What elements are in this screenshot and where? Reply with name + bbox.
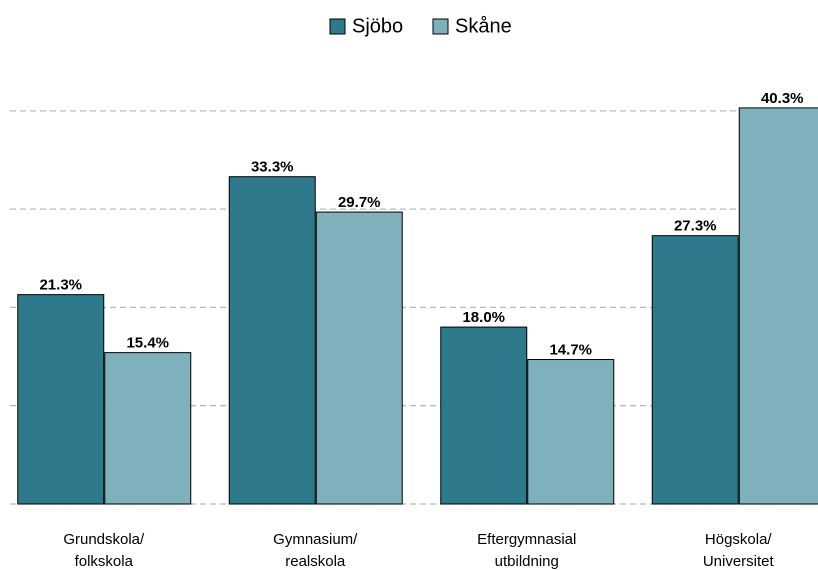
legend-swatch bbox=[329, 18, 346, 35]
x-tick-line: Grundskola/ bbox=[63, 531, 145, 548]
x-tick-line: folkskola bbox=[75, 553, 134, 570]
value-label: 18.0% bbox=[462, 309, 505, 326]
x-tick-line: Eftergymnasial bbox=[477, 531, 576, 548]
value-label: 27.3% bbox=[674, 218, 717, 235]
bar bbox=[17, 294, 105, 505]
legend-label: Sjöbo bbox=[352, 15, 403, 37]
x-tick-line: utbildning bbox=[495, 553, 559, 570]
bar bbox=[440, 326, 528, 505]
value-label: 21.3% bbox=[39, 277, 82, 294]
x-tick-label: Gymnasium/realskola bbox=[273, 531, 358, 570]
value-label: 40.3% bbox=[761, 90, 804, 107]
value-label: 33.3% bbox=[251, 159, 294, 176]
bar bbox=[738, 107, 818, 505]
bar bbox=[527, 359, 615, 505]
value-label: 29.7% bbox=[338, 194, 381, 211]
x-tick-label: Grundskola/folkskola bbox=[63, 531, 145, 570]
bar bbox=[104, 352, 192, 505]
legend-label: Skåne bbox=[455, 15, 512, 37]
legend-swatch bbox=[432, 18, 449, 35]
bar bbox=[651, 235, 739, 505]
x-tick-label: Eftergymnasial utbildning bbox=[477, 531, 576, 570]
value-label: 15.4% bbox=[126, 335, 169, 352]
bar bbox=[315, 211, 403, 505]
x-tick-line: Gymnasium/ bbox=[273, 531, 358, 548]
x-tick-line: Universitet bbox=[703, 553, 775, 570]
x-tick-line: Högskola/ bbox=[705, 531, 773, 548]
x-tick-label: Högskola/Universitet bbox=[703, 531, 775, 570]
bar bbox=[228, 176, 316, 505]
value-label: 14.7% bbox=[549, 341, 592, 358]
x-tick-line: realskola bbox=[285, 553, 346, 570]
